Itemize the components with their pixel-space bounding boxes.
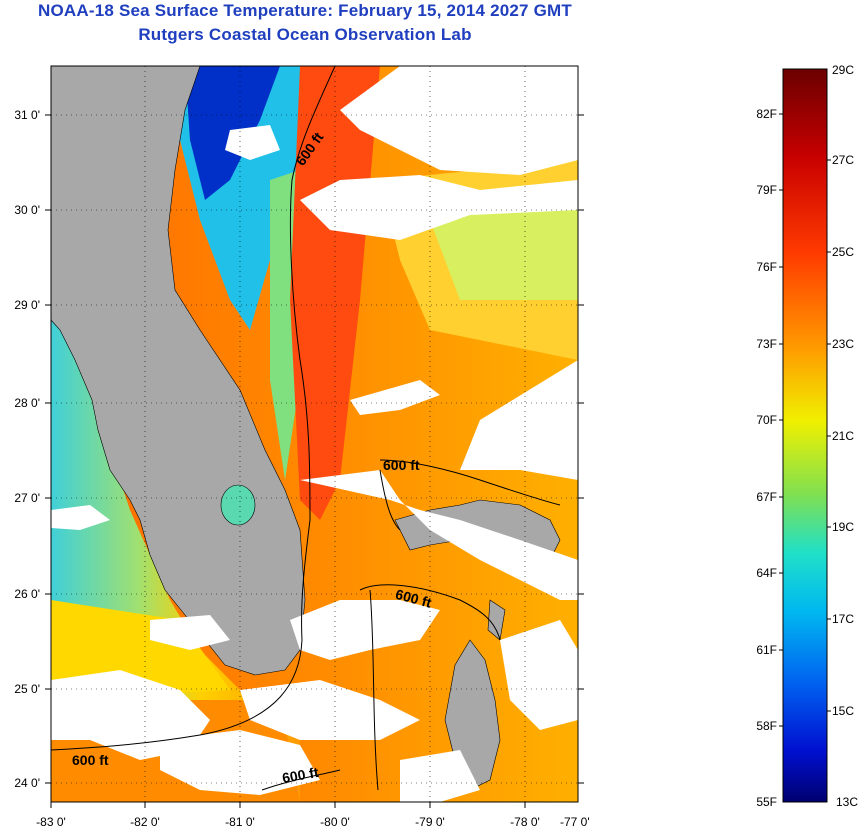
colorbar-fahrenheit-label: 67F [756,490,777,504]
lat-label: 28 0' [14,396,40,410]
colorbar-fahrenheit-label: 73F [756,337,777,351]
colorbar-fahrenheit-label: 76F [756,260,777,274]
colorbar-celsius-label: 21C [832,429,854,443]
colorbar-fahrenheit-label: 61F [756,643,777,657]
cloud-cover [51,66,578,802]
colorbar-fahrenheit-label: 82F [756,107,777,121]
colorbar-celsius-label: 15C [832,704,854,718]
lat-label: 26 0' [14,587,40,601]
temperature-colorbar [782,68,828,803]
lon-label: -79 0' [415,815,445,829]
colorbar-fahrenheit-label: 79F [756,183,777,197]
green-offshore-band [430,200,578,300]
contour-label: 600 ft [281,764,320,786]
colorbar-celsius-label: 17C [832,612,854,626]
colorbar-celsius-label: 13C [836,795,858,809]
colorbar-fahrenheit-label: 58F [756,719,777,733]
map-frame [50,65,579,803]
colorbar-fahrenheit-label: 55F [756,795,777,809]
colorbar-celsius-label: 19C [832,520,854,534]
lon-label: -80 0' [320,815,350,829]
colorbar-ticks [779,113,831,727]
lat-label: 29 0' [14,298,40,312]
colorbar-celsius-label: 29C [832,63,854,77]
lat-label: 30 0' [14,203,40,217]
colorbar-celsius-label: 27C [832,153,854,167]
colorbar-fahrenheit-label: 70F [756,413,777,427]
colorbar-celsius-label: 23C [832,337,854,351]
map-subtitle: Rutgers Coastal Ocean Observation Lab [138,25,472,44]
contour-600ft-lines [51,66,561,791]
lon-label: -78 0' [510,815,540,829]
lat-label: 24 0' [14,776,40,790]
lon-label: -82 0' [130,815,160,829]
axis-ticks [45,114,584,808]
lon-label: -77 0' [560,815,590,829]
contour-label: 600 ft [383,457,420,473]
lat-label: 31 0' [14,108,40,122]
map-title: NOAA-18 Sea Surface Temperature: Februar… [38,1,572,20]
lat-label: 27 0' [14,491,40,505]
lon-label: -81 0' [225,815,255,829]
lon-label: -83 0' [36,815,66,829]
colorbar-fahrenheit-label: 64F [756,566,777,580]
lat-label: 25 0' [14,682,40,696]
contour-label: 600 ft [72,752,109,768]
colorbar-celsius-label: 25C [832,245,854,259]
lake-okeechobee [220,484,256,526]
